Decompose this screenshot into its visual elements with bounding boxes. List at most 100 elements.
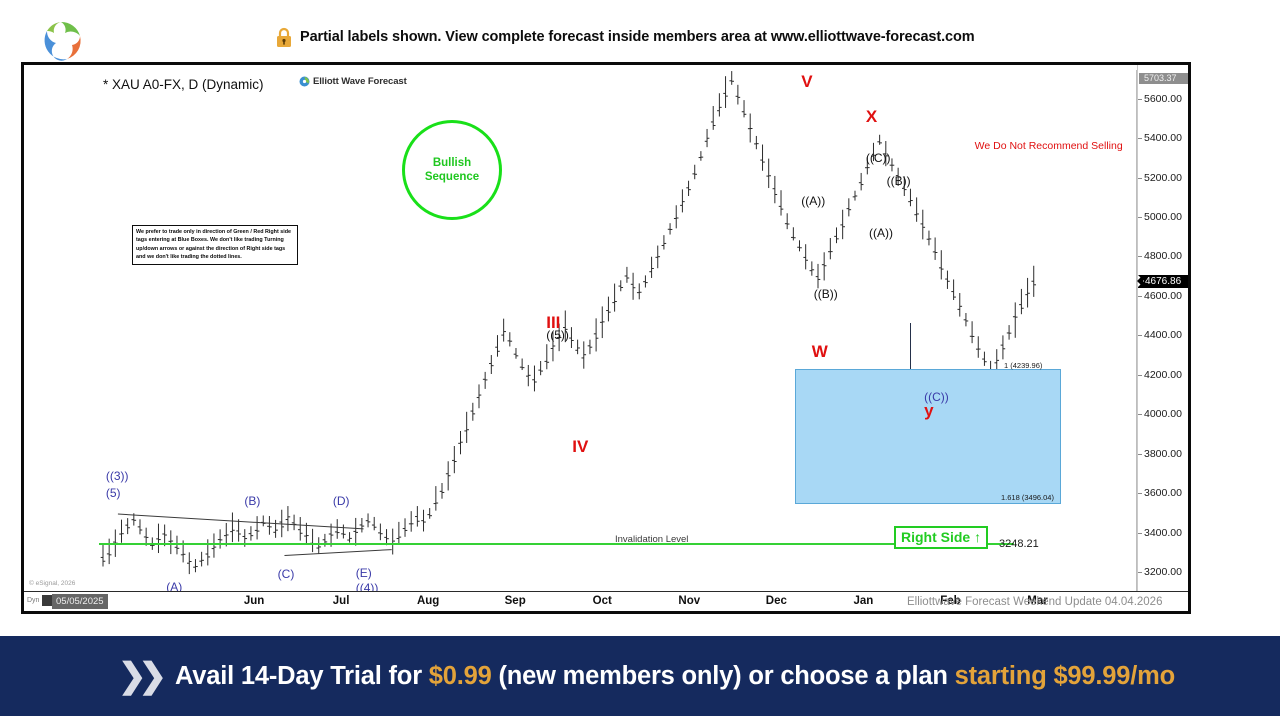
ohlc-bar: [285, 506, 291, 532]
time-axis[interactable]: Dyn 05/05/2025 Jun Jul Aug Sep Oct Nov Dec Jan F…: [24, 591, 1188, 611]
watermark-label: Elliott Wave Forecast: [313, 76, 407, 87]
ohlc-bar: [100, 544, 106, 567]
ewf-logo-icon: [299, 76, 310, 87]
wave-label: X: [865, 107, 878, 127]
ohlc-bar: [858, 172, 864, 191]
ohlc-bar: [926, 230, 932, 246]
ohlc-bar: [649, 256, 654, 278]
time-tick: Dec: [765, 595, 787, 607]
ohlc-bar: [636, 283, 642, 300]
ohlc-bar: [747, 113, 753, 143]
price-tick: 5400.00: [1138, 132, 1182, 145]
ohlc-bar: [452, 446, 457, 474]
ohlc-bar: [476, 384, 482, 409]
ohlc-bar: [1019, 288, 1024, 315]
trendline: [117, 513, 364, 530]
ohlc-bar: [334, 519, 340, 539]
ohlc-bar: [766, 158, 771, 189]
wave-label: ((C)): [924, 389, 949, 404]
ohlc-bar: [371, 516, 377, 531]
ohlc-bar: [353, 517, 359, 546]
ohlc-bar: [717, 93, 722, 117]
ohlc-bar: [778, 190, 784, 216]
ohlc-bar: [920, 209, 926, 240]
ohlc-bar: [975, 336, 981, 358]
ohlc-bar: [791, 227, 796, 241]
ohlc-bar: [1031, 265, 1037, 297]
ohlc-bar: [957, 293, 963, 317]
wave-label: y: [924, 401, 934, 421]
ohlc-bar: [741, 100, 747, 118]
ohlc-bar: [217, 529, 223, 549]
calendar-icon[interactable]: [42, 595, 54, 606]
wave-label: (E): [355, 566, 372, 581]
ohlc-bar: [877, 134, 882, 145]
elliottwave-forecast-logo: [32, 16, 94, 66]
price-axis[interactable]: 5703.37 5600.00 5400.00 5200.00 5000.00 4800…: [1137, 65, 1188, 611]
time-tick: Jul: [332, 595, 350, 607]
ohlc-bar: [686, 180, 691, 197]
ohlc-bar: [828, 238, 833, 260]
ohlc-bar: [526, 364, 531, 387]
ohlc-bar: [760, 144, 765, 171]
ohlc-bar: [347, 532, 352, 543]
ohlc-bar: [236, 519, 241, 542]
ohlc-bar: [427, 508, 432, 519]
price-tick: 3200.00: [1138, 566, 1182, 579]
ohlc-bar: [982, 351, 987, 366]
ohlc-bar: [784, 213, 790, 230]
promo-banner[interactable]: ❯❯ Avail 14-Day Trial for $0.99 (new mem…: [0, 636, 1280, 716]
axis-tool-icons[interactable]: Dyn: [27, 595, 54, 606]
ohlc-bar: [963, 312, 969, 327]
ohlc-bar: [519, 358, 525, 371]
wave-label: IV: [572, 436, 589, 456]
invalidation-level-line: [99, 543, 1014, 545]
price-tick: 4800.00: [1138, 250, 1182, 263]
wave-label: ((B)): [813, 286, 838, 301]
time-tick: Aug: [416, 595, 440, 607]
wave-label: ((3)): [105, 468, 129, 483]
ohlc-bar: [532, 365, 537, 392]
top-banner-text: Partial labels shown. View complete fore…: [300, 29, 975, 45]
price-tick: 5600.00: [1138, 92, 1182, 105]
ohlc-bar: [667, 223, 673, 235]
ohlc-bar: [186, 552, 192, 575]
wave-label: V: [801, 71, 813, 91]
time-tick: Jan: [853, 595, 874, 607]
ohlc-bar: [1025, 277, 1030, 308]
ohlc-bar: [538, 360, 543, 376]
ohlc-bar: [772, 175, 778, 204]
ohlc-bar: [630, 272, 636, 300]
price-tick: 4600.00: [1138, 289, 1182, 302]
wave-label: (D): [332, 494, 350, 509]
ohlc-bar: [297, 517, 303, 541]
ohlc-bar: [174, 535, 180, 555]
ohlc-bar: [199, 551, 204, 567]
ohlc-bar: [951, 279, 956, 301]
wave-label: ((5)): [546, 328, 569, 343]
ohlc-bar: [587, 339, 593, 355]
ohlc-bar: [513, 347, 519, 359]
time-tick: Oct: [592, 595, 612, 607]
ohlc-bar: [396, 521, 402, 544]
ohlc-bar: [908, 188, 913, 207]
ohlc-bar: [267, 516, 272, 535]
ohlc-bar: [415, 506, 420, 527]
ohlc-bar: [544, 344, 550, 370]
blue-box-bottom-label: 1.618 (3496.04): [1001, 493, 1054, 502]
ohlc-bar: [279, 509, 285, 538]
promo-banner-text: Avail 14-Day Trial for $0.99 (new member…: [175, 662, 1175, 691]
ohlc-bar: [501, 318, 506, 342]
ohlc-bar: [729, 71, 735, 85]
ohlc-bar: [661, 235, 667, 250]
wave-label: ((A)): [868, 225, 893, 240]
start-date-label: 05/05/2025: [52, 594, 108, 609]
blue-box-top-label: 1 (4239.96): [1004, 361, 1043, 370]
lock-icon: [274, 27, 294, 49]
chart-copyright: © eSignal, 2026: [29, 580, 76, 587]
chart-panel[interactable]: * XAU A0-FX, D (Dynamic) Elliott Wave Fo…: [21, 62, 1191, 614]
blue-box-zone: [795, 369, 1061, 504]
ohlc-bar: [624, 266, 630, 283]
price-tick: 3800.00: [1138, 447, 1182, 460]
last-price-label: 4676.86: [1137, 274, 1188, 288]
